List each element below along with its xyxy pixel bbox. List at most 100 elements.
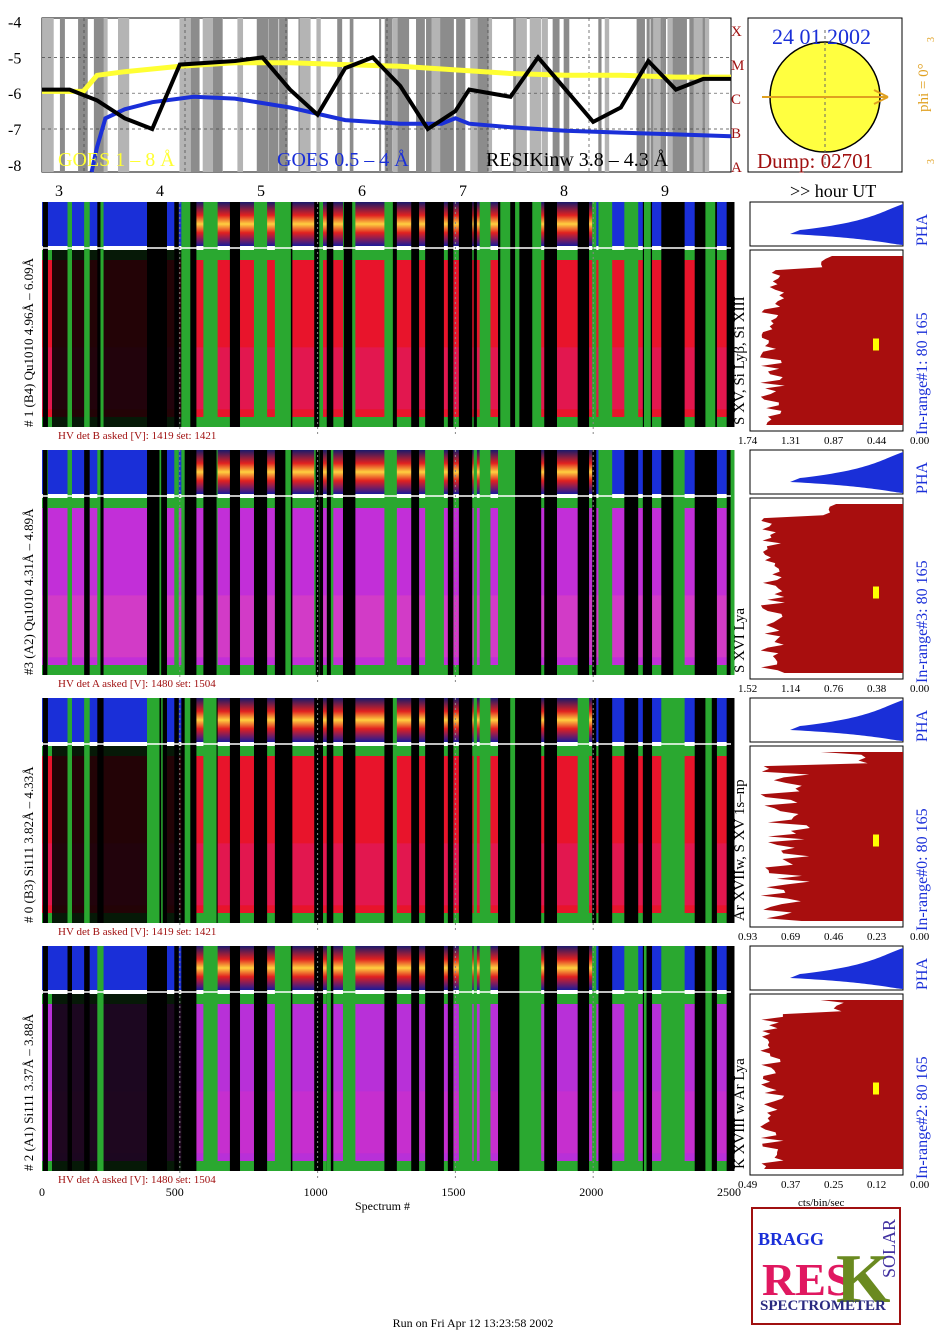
goes-gap-band — [426, 18, 436, 172]
data-gap — [458, 202, 473, 427]
data-gap — [577, 698, 590, 923]
data-gap — [661, 202, 674, 427]
run-timestamp: Run on Fri Apr 12 13:23:58 2002 — [392, 1316, 554, 1330]
data-gap — [726, 202, 731, 427]
in-range-label: In-range#2: 80 165 — [914, 1056, 931, 1179]
detector-label: #3 (A2) Qu1010 4.31Å – 4.89Å — [21, 508, 36, 675]
spectrum-tick: 1500 — [441, 1185, 465, 1199]
goes-gap-band — [279, 18, 288, 172]
data-gap — [174, 202, 179, 427]
in-range-marker — [873, 1082, 879, 1095]
goes-gap-band — [672, 18, 684, 172]
goes-gap-band — [456, 18, 466, 172]
data-gap — [646, 202, 651, 427]
data-gap — [700, 202, 712, 427]
data-gap — [726, 698, 731, 923]
goes-gaps — [42, 18, 710, 172]
data-gap — [672, 450, 685, 675]
data-gap — [700, 450, 712, 675]
in-range-label: In-range#0: 80 165 — [914, 808, 931, 931]
phi-side-bottom: 3 — [926, 159, 937, 164]
data-gap — [42, 450, 48, 675]
data-gap — [694, 946, 706, 1171]
data-gap — [425, 450, 434, 675]
goes-gap-band — [49, 18, 54, 172]
hist-tick: 0.49 — [738, 1179, 758, 1191]
data-gap — [544, 698, 557, 923]
detector-panel-2 — [42, 697, 904, 931]
data-gap — [432, 202, 444, 427]
data-gap — [326, 202, 331, 427]
goes-gap-band — [533, 18, 541, 172]
line-id-label: Ar XVIIw, S XV 1s–np — [732, 779, 748, 921]
resik-legend: RESIKinw 3.8 – 4.3 Å — [486, 149, 669, 171]
goes-y-tick: -6 — [8, 86, 21, 103]
in-range-marker — [873, 834, 879, 847]
data-gap — [726, 946, 735, 1171]
goes-gap-band — [416, 18, 425, 172]
data-gap — [274, 946, 286, 1171]
goes-long-legend: GOES 1 – 8 Å — [58, 149, 175, 171]
logo-frame — [751, 1207, 901, 1325]
pha-label: PHA — [914, 214, 931, 246]
data-gap — [411, 698, 420, 923]
data-gap — [42, 946, 48, 1171]
data-gap — [694, 698, 706, 923]
data-gap — [97, 698, 102, 923]
pha-histogram — [790, 700, 903, 741]
goes-gap-band — [93, 18, 104, 172]
logo-bragg: BRAGG — [758, 1229, 824, 1249]
goes-gap-band — [689, 18, 696, 172]
date-label: 24 01 2002 — [772, 24, 871, 49]
in-range-marker — [873, 338, 879, 351]
data-gap — [519, 946, 533, 1171]
data-gap — [203, 698, 217, 923]
goes-gap-band — [337, 18, 343, 172]
pha-label: PHA — [914, 462, 931, 494]
phi-label: phi = 0° — [916, 63, 932, 112]
orbit-arrowhead — [873, 89, 889, 105]
data-gap — [392, 202, 397, 427]
goes-y-tick: -5 — [8, 50, 21, 67]
data-gap — [343, 698, 353, 923]
data-gap — [229, 202, 241, 427]
data-gap — [97, 946, 102, 1171]
data-gap — [392, 450, 397, 675]
data-gap — [646, 946, 651, 1171]
data-gap — [479, 698, 491, 923]
data-gap — [672, 698, 685, 923]
hist-tick: 0.46 — [824, 931, 844, 943]
data-gap — [203, 450, 217, 675]
hist-tick: 0.93 — [738, 931, 758, 943]
data-gap — [624, 698, 639, 923]
data-gap — [624, 202, 639, 427]
data-gap — [147, 202, 161, 427]
hour-axis-label: >> hour UT — [790, 181, 876, 201]
data-gap — [598, 946, 613, 1171]
goes-gap-band — [237, 18, 244, 172]
goes-gap-band — [563, 18, 570, 172]
detector-panel-0 — [42, 201, 904, 435]
count-histogram — [760, 752, 903, 921]
data-gap — [500, 698, 511, 923]
data-gap — [479, 202, 491, 427]
hv-readout: HV det A asked [V]: 1480 set: 1504 — [58, 678, 216, 690]
data-gap — [577, 946, 590, 1171]
data-gap — [274, 450, 286, 675]
data-gap — [42, 202, 48, 427]
data-gap — [530, 202, 542, 427]
data-gap — [162, 202, 167, 427]
hv-readout: HV det B asked [V]: 1419 set: 1421 — [58, 430, 216, 442]
data-gap — [500, 450, 511, 675]
goes-gap-band — [118, 18, 130, 172]
data-gap — [384, 450, 393, 675]
hour-tick: 8 — [560, 183, 568, 200]
line-id-label: K XVIII w Ar Lya — [732, 1058, 748, 1169]
data-gap — [672, 202, 685, 427]
hist-tick: 0.25 — [824, 1179, 844, 1191]
data-gap — [506, 698, 518, 923]
data-gap — [598, 450, 613, 675]
data-gap — [315, 450, 319, 675]
goes-gap-band — [384, 18, 393, 172]
